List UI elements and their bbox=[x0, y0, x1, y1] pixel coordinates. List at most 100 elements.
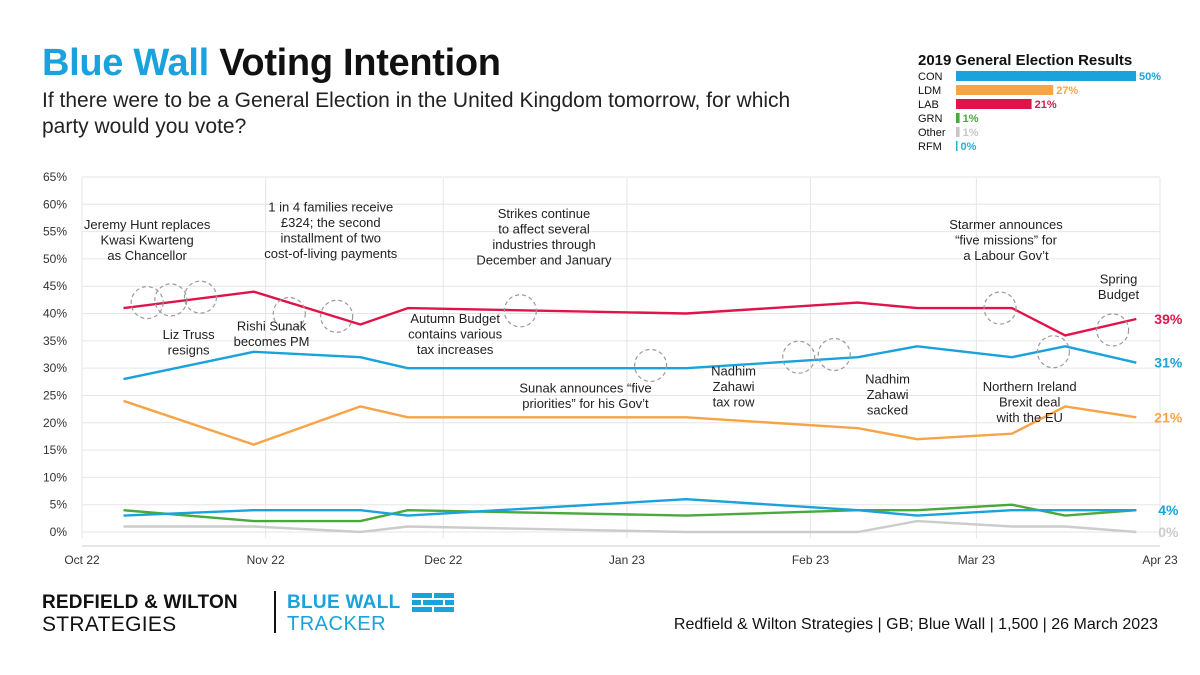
results-party-label: GRN bbox=[918, 113, 943, 125]
event-marker-circle bbox=[320, 299, 354, 333]
x-tick-label: Oct 22 bbox=[64, 553, 100, 567]
tracker-name: BLUE WALL bbox=[287, 592, 401, 613]
results-value-label: 27% bbox=[1056, 85, 1078, 97]
annotation-text: £324; the second bbox=[281, 215, 381, 230]
x-tick-label: Dec 22 bbox=[424, 553, 462, 567]
series-line-rfm bbox=[123, 498, 1137, 517]
annotation-text: Brexit deal bbox=[999, 395, 1061, 410]
voting-intention-chart: 0% 5% 10% 15% 20% 25% 30% 35% 40% 45% 50% 55% 60% 65%… bbox=[43, 170, 1183, 567]
annotation-text: a Labour Gov’t bbox=[963, 248, 1049, 263]
footer-divider bbox=[274, 591, 276, 633]
annotation-text: 1 in 4 families receive bbox=[268, 199, 393, 214]
y-tick-label: 55% bbox=[43, 225, 67, 239]
results-bar bbox=[956, 99, 1032, 109]
annotation-text: becomes PM bbox=[234, 334, 310, 349]
event-marker-circle bbox=[983, 291, 1017, 325]
series-end-label-ldm: 21% bbox=[1154, 409, 1183, 425]
event-marker-circle bbox=[272, 296, 306, 331]
results-bar bbox=[956, 85, 1054, 95]
annotation-text: Kwasi Kwarteng bbox=[101, 232, 194, 247]
annotation-text: installment of two bbox=[281, 230, 381, 245]
event-marker-circle bbox=[782, 340, 816, 374]
series-end-label-con: 31% bbox=[1154, 355, 1183, 371]
x-tick-label: Feb 23 bbox=[792, 553, 830, 567]
annotation-text: Rishi Sunak bbox=[237, 318, 307, 333]
series-end-label-other: 0% bbox=[1158, 524, 1179, 540]
event-marker-circle bbox=[634, 348, 668, 383]
y-tick-label: 40% bbox=[43, 307, 67, 321]
annotation-text: Liz Truss bbox=[163, 327, 216, 342]
annotation-text: Autumn Budget bbox=[410, 311, 500, 326]
event-marker-circle bbox=[503, 294, 537, 328]
event-marker-circle bbox=[1096, 313, 1130, 347]
annotation-text: Starmer announces bbox=[949, 217, 1063, 232]
annotation-text: Budget bbox=[1098, 287, 1140, 302]
annotation-text: industries through bbox=[492, 237, 595, 252]
results-bar bbox=[956, 113, 960, 123]
results-value-label: 21% bbox=[1035, 99, 1057, 111]
annotation-text: Zahawi bbox=[867, 387, 909, 402]
annotation-text: Northern Ireland bbox=[983, 379, 1077, 394]
gridlines bbox=[81, 176, 1161, 538]
election-results-2019-panel: 2019 General Election Results CON 50% LDM 27… bbox=[918, 52, 1161, 153]
results-party-label: LAB bbox=[918, 99, 939, 111]
y-tick-label: 5% bbox=[50, 498, 68, 512]
annotation-text: as Chancellor bbox=[107, 248, 187, 263]
annotation-text: Sunak announces “five bbox=[519, 381, 651, 396]
y-tick-label: 10% bbox=[43, 470, 67, 484]
results-party-label: RFM bbox=[918, 141, 942, 153]
source-note: Redfield & Wilton Strategies | GB; Blue … bbox=[673, 616, 1158, 633]
page-subtitle: If there were to be a General Election i… bbox=[42, 89, 791, 138]
page-title: Blue Wall Voting Intention bbox=[42, 42, 501, 85]
annotation-text: Nadhim bbox=[865, 371, 910, 386]
annotation-text: sacked bbox=[867, 402, 908, 417]
annotation-text: resigns bbox=[168, 343, 210, 358]
y-tick-label: 65% bbox=[43, 170, 67, 184]
brick-wall-icon bbox=[412, 593, 454, 612]
results-value-label: 1% bbox=[963, 127, 979, 139]
event-marker-circle bbox=[130, 286, 164, 320]
results-bar bbox=[956, 127, 960, 137]
series-line-con bbox=[123, 345, 1137, 381]
y-tick-label: 60% bbox=[43, 197, 67, 211]
series-end-label-lab: 39% bbox=[1154, 311, 1183, 327]
event-marker-circle bbox=[817, 337, 851, 372]
title-main: Voting Intention bbox=[219, 42, 501, 84]
y-tick-label: 20% bbox=[43, 416, 67, 430]
x-tick-label: Mar 23 bbox=[958, 553, 996, 567]
results-bar bbox=[956, 71, 1136, 81]
x-tick-label: Jan 23 bbox=[609, 553, 645, 567]
annotation-text: to affect several bbox=[498, 221, 590, 236]
annotation-text: tax increases bbox=[417, 342, 494, 357]
tracker-subname: TRACKER bbox=[287, 613, 387, 635]
annotation-text: cost-of-living payments bbox=[264, 246, 397, 261]
title-highlight: Blue Wall bbox=[42, 42, 209, 84]
results-value-label: 1% bbox=[963, 113, 979, 125]
results-title: 2019 General Election Results bbox=[918, 52, 1132, 69]
series-line-lab bbox=[123, 290, 1137, 337]
annotation-text: Zahawi bbox=[713, 379, 755, 394]
annotation-text: December and January bbox=[476, 252, 612, 267]
y-tick-label: 50% bbox=[43, 252, 67, 266]
results-value-label: 0% bbox=[961, 141, 977, 153]
series-line-ldm bbox=[123, 399, 1137, 446]
y-tick-label: 35% bbox=[43, 334, 67, 348]
y-tick-label: 45% bbox=[43, 279, 67, 293]
brand-name: REDFIELD & WILTON bbox=[42, 592, 238, 613]
x-tick-label: Nov 22 bbox=[247, 553, 285, 567]
y-tick-label: 15% bbox=[43, 443, 67, 457]
annotation-text: with the EU bbox=[995, 410, 1062, 425]
annotation-text: Jeremy Hunt replaces bbox=[84, 217, 211, 232]
series-line-other bbox=[123, 519, 1137, 534]
annotation: 1 in 4 families receive£324; the secondi… bbox=[264, 199, 397, 260]
